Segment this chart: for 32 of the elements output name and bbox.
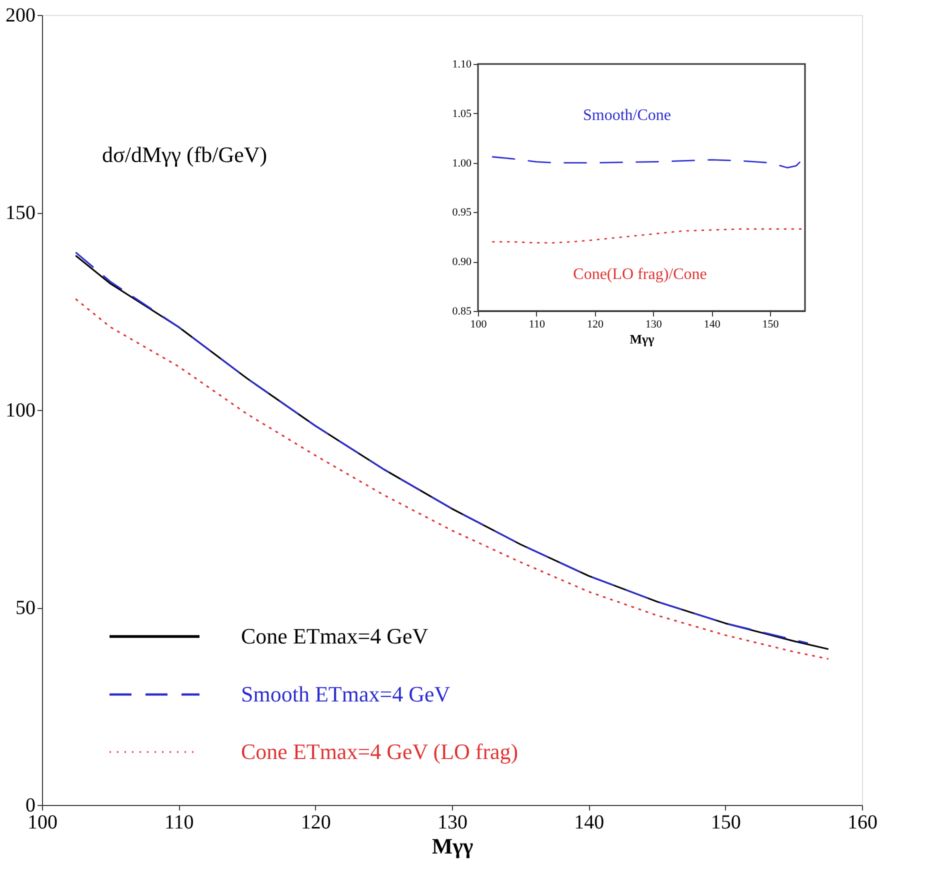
- y-tick-label: 0: [26, 794, 36, 816]
- x-tick-label: 110: [528, 318, 546, 330]
- x-tick-label: 160: [848, 812, 878, 834]
- x-axis-title: Mγγ: [432, 834, 474, 858]
- x-axis-title: Mγγ: [630, 332, 654, 346]
- x-tick-label: 150: [762, 318, 780, 330]
- y-tick-label: 100: [6, 400, 36, 422]
- y-axis-title: dσ/dMγγ (fb/GeV): [102, 142, 268, 167]
- line-series: [492, 228, 803, 244]
- x-tick-label: 110: [164, 812, 194, 834]
- legend-label: Smooth ETmax=4 GeV: [241, 682, 450, 706]
- x-tick-label: 130: [645, 318, 662, 330]
- x-tick-label: 150: [710, 812, 741, 834]
- x-tick-label: 100: [470, 318, 488, 330]
- y-tick-label: 1.00: [452, 157, 472, 170]
- x-tick-label: 120: [587, 318, 604, 330]
- text: Smooth/Cone: [582, 107, 672, 124]
- x-tick-label: 120: [300, 812, 331, 834]
- y-tick-label: 200: [6, 4, 36, 26]
- y-tick-label: 0.85: [452, 306, 472, 318]
- x-tick-label: 140: [704, 318, 721, 330]
- x-tick-label: 130: [438, 812, 468, 834]
- y-tick-label: 0.90: [452, 256, 472, 268]
- y-tick-label: 1.05: [452, 108, 472, 120]
- y-tick-label: 0.95: [452, 206, 472, 219]
- y-tick-label: 1.10: [452, 58, 472, 70]
- legend-label: Cone ETmax=4 GeV (LO frag): [241, 739, 518, 764]
- x-tick-label: 140: [574, 812, 604, 834]
- legend-label: Cone ETmax=4 GeV: [241, 624, 428, 648]
- y-tick-label: 50: [16, 597, 36, 619]
- y-tick-label: 150: [6, 202, 36, 224]
- series-label: Cone(LO frag)/Cone: [573, 266, 707, 283]
